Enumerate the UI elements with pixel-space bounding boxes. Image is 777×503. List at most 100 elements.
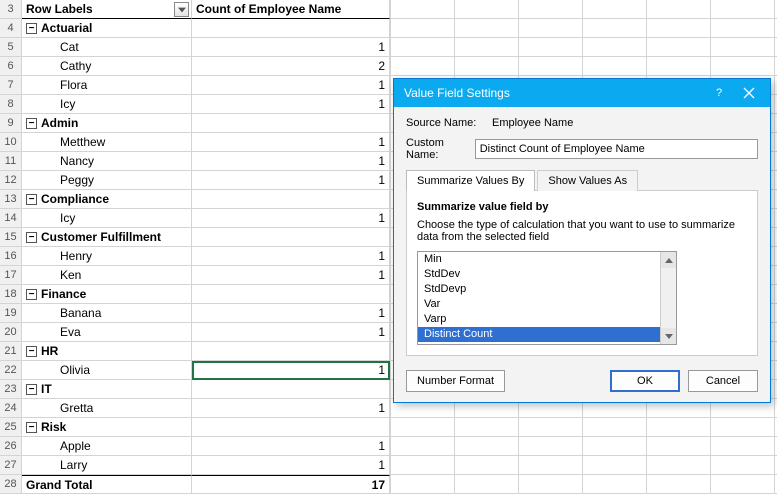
empty-cells [390, 418, 777, 437]
source-name-label: Source Name: [406, 117, 492, 129]
calculation-option[interactable]: StdDev [418, 267, 676, 282]
close-icon [743, 87, 755, 99]
count-cell[interactable]: 1 [192, 133, 390, 152]
count-cell[interactable]: 1 [192, 323, 390, 342]
row-label-cell[interactable]: −Finance [22, 285, 192, 304]
calculation-option[interactable]: Varp [418, 312, 676, 327]
row-number: 20 [0, 323, 22, 342]
row-label-text: Admin [41, 116, 78, 130]
count-cell[interactable]: 1 [192, 361, 390, 380]
row-number: 11 [0, 152, 22, 171]
row-label-cell[interactable]: −Customer Fulfillment [22, 228, 192, 247]
count-cell[interactable]: 1 [192, 152, 390, 171]
count-cell[interactable]: 1 [192, 209, 390, 228]
count-cell[interactable]: 2 [192, 57, 390, 76]
count-cell[interactable]: 1 [192, 399, 390, 418]
help-button[interactable]: ? [704, 82, 734, 104]
empty-cells [390, 456, 777, 475]
close-button[interactable] [734, 82, 764, 104]
row-label-cell[interactable]: Cathy [22, 57, 192, 76]
count-cell[interactable]: 1 [192, 38, 390, 57]
scroll-down-icon[interactable] [661, 328, 676, 344]
scroll-up-icon[interactable] [661, 252, 676, 268]
row-label-text: Peggy [60, 173, 94, 187]
row-label-cell[interactable]: −Risk [22, 418, 192, 437]
count-cell[interactable] [192, 19, 390, 38]
custom-name-input[interactable] [475, 139, 758, 159]
count-cell[interactable]: 1 [192, 304, 390, 323]
count-cell[interactable] [192, 228, 390, 247]
listbox-scrollbar[interactable] [660, 252, 676, 344]
row-labels-header[interactable]: Row Labels [22, 0, 192, 19]
row-label-cell[interactable]: Banana [22, 304, 192, 323]
row-label-cell[interactable]: Metthew [22, 133, 192, 152]
count-cell[interactable] [192, 285, 390, 304]
calculation-listbox[interactable]: MinStdDevStdDevpVarVarpDistinct Count [417, 251, 677, 345]
row-label-cell[interactable]: Peggy [22, 171, 192, 190]
cancel-button[interactable]: Cancel [688, 370, 758, 392]
count-cell[interactable]: 1 [192, 76, 390, 95]
calculation-option[interactable]: Distinct Count [418, 327, 676, 342]
count-cell[interactable]: 1 [192, 437, 390, 456]
calculation-option[interactable]: Min [418, 252, 676, 267]
count-cell[interactable] [192, 190, 390, 209]
count-cell[interactable]: 1 [192, 171, 390, 190]
collapse-icon[interactable]: − [26, 289, 37, 300]
row-label-cell[interactable]: Olivia [22, 361, 192, 380]
tab-show-values-as[interactable]: Show Values As [537, 170, 638, 191]
row-label-cell[interactable]: Gretta [22, 399, 192, 418]
row-labels-text: Row Labels [26, 2, 93, 16]
row-label-cell[interactable]: Flora [22, 76, 192, 95]
collapse-icon[interactable]: − [26, 346, 37, 357]
row-labels-filter-button[interactable] [174, 2, 189, 17]
dialog-titlebar[interactable]: Value Field Settings ? [394, 79, 770, 107]
pivot-item-row: 26Apple1 [0, 437, 777, 456]
dialog-body: Source Name: Employee Name Custom Name: … [394, 107, 770, 360]
collapse-icon[interactable]: − [26, 232, 37, 243]
row-label-text: Gretta [60, 401, 93, 415]
row-label-cell[interactable]: Larry [22, 456, 192, 475]
row-number: 28 [0, 475, 22, 494]
count-cell[interactable]: 1 [192, 266, 390, 285]
row-label-cell[interactable]: −Admin [22, 114, 192, 133]
row-label-cell[interactable]: Eva [22, 323, 192, 342]
count-cell[interactable] [192, 418, 390, 437]
count-cell[interactable] [192, 114, 390, 133]
row-label-text: Cat [60, 40, 79, 54]
row-number: 10 [0, 133, 22, 152]
collapse-icon[interactable]: − [26, 422, 37, 433]
row-label-cell[interactable]: Cat [22, 38, 192, 57]
row-number: 7 [0, 76, 22, 95]
collapse-icon[interactable]: − [26, 194, 37, 205]
pivot-item-row: 6Cathy2 [0, 57, 777, 76]
count-cell[interactable]: 1 [192, 247, 390, 266]
row-label-cell[interactable]: −HR [22, 342, 192, 361]
count-cell[interactable]: 1 [192, 456, 390, 475]
row-label-text: Nancy [60, 154, 94, 168]
row-label-cell[interactable]: Icy [22, 209, 192, 228]
row-label-cell[interactable]: −Actuarial [22, 19, 192, 38]
ok-button[interactable]: OK [610, 370, 680, 392]
count-cell[interactable] [192, 342, 390, 361]
collapse-icon[interactable]: − [26, 384, 37, 395]
calculation-option[interactable]: Var [418, 297, 676, 312]
count-cell[interactable] [192, 380, 390, 399]
grand-total-row: 28 Grand Total 17 [0, 475, 777, 494]
row-number: 21 [0, 342, 22, 361]
row-label-cell[interactable]: −IT [22, 380, 192, 399]
calculation-option[interactable]: StdDevp [418, 282, 676, 297]
number-format-button[interactable]: Number Format [406, 370, 505, 392]
row-label-text: Icy [60, 211, 75, 225]
collapse-icon[interactable]: − [26, 23, 37, 34]
row-label-cell[interactable]: Nancy [22, 152, 192, 171]
row-label-cell[interactable]: Ken [22, 266, 192, 285]
row-label-text: Icy [60, 97, 75, 111]
row-label-cell[interactable]: Henry [22, 247, 192, 266]
row-label-cell[interactable]: Apple [22, 437, 192, 456]
row-label-text: Eva [60, 325, 81, 339]
tab-summarize-values-by[interactable]: Summarize Values By [406, 170, 535, 191]
count-cell[interactable]: 1 [192, 95, 390, 114]
collapse-icon[interactable]: − [26, 118, 37, 129]
row-label-cell[interactable]: Icy [22, 95, 192, 114]
row-label-cell[interactable]: −Compliance [22, 190, 192, 209]
